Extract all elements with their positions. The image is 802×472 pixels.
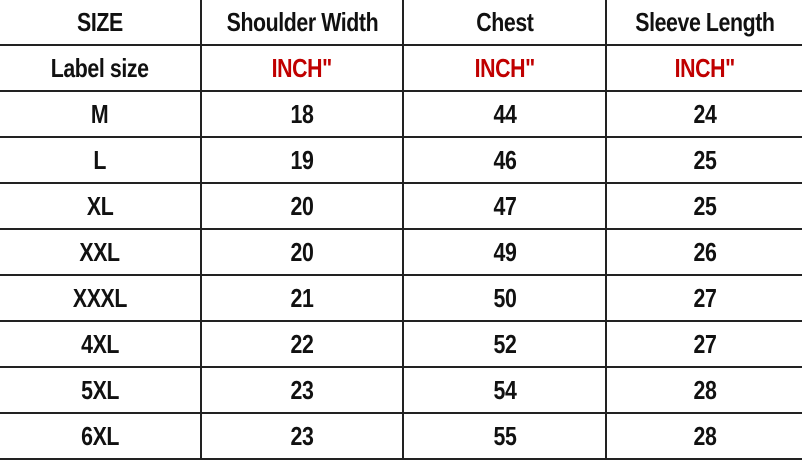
cell: 6XL (0, 412, 202, 460)
cell: 27 (605, 320, 802, 368)
cell: 23 (200, 366, 404, 414)
cell-text: 4XL (81, 328, 119, 359)
cell: XL (0, 182, 202, 230)
size-row: XXXL 21 50 27 (0, 274, 802, 322)
cell: 21 (200, 274, 404, 322)
cell: 22 (200, 320, 404, 368)
header-row: SIZE Shoulder Width Chest Sleeve Length (0, 0, 802, 46)
unit-row: Label size INCH" INCH" INCH" (0, 44, 802, 92)
size-row: XXL 20 49 26 (0, 228, 802, 276)
cell: 18 (200, 90, 404, 138)
cell-text: XL (86, 190, 114, 221)
cell: Label size (0, 44, 202, 92)
cell: INCH" (402, 44, 607, 92)
size-row: 4XL 22 52 27 (0, 320, 802, 368)
cell-text: 28 (693, 374, 716, 405)
cell: XXXL (0, 274, 202, 322)
cell-text: SIZE (77, 6, 123, 37)
size-row: 6XL 23 55 28 (0, 412, 802, 460)
cell-text: XXXL (72, 282, 128, 313)
cell: 44 (402, 90, 607, 138)
cell-text: 44 (493, 98, 516, 129)
cell: INCH" (200, 44, 404, 92)
cell-text: 19 (290, 144, 314, 175)
cell: 55 (402, 412, 607, 460)
cell-text: L (93, 144, 107, 175)
cell-text: 46 (493, 144, 516, 175)
size-row: L 19 46 25 (0, 136, 802, 184)
size-row: M 18 44 24 (0, 90, 802, 138)
cell: Shoulder Width (200, 0, 404, 46)
cell: 49 (402, 228, 607, 276)
cell-text: 28 (693, 420, 716, 451)
cell-text: 47 (493, 190, 516, 221)
cell-text: 27 (693, 282, 716, 313)
size-row: XL 20 47 25 (0, 182, 802, 230)
cell: 54 (402, 366, 607, 414)
cell: 28 (605, 412, 802, 460)
cell: 25 (605, 182, 802, 230)
cell-text: Label size (51, 52, 149, 83)
cell-text: INCH" (271, 52, 333, 83)
cell-text: 26 (693, 236, 716, 267)
cell-text: 25 (693, 190, 716, 221)
cell: L (0, 136, 202, 184)
cell-text: 55 (493, 420, 516, 451)
cell-text: 20 (290, 236, 314, 267)
cell: 27 (605, 274, 802, 322)
cell: SIZE (0, 0, 202, 46)
cell: 25 (605, 136, 802, 184)
cell: 5XL (0, 366, 202, 414)
cell: XXL (0, 228, 202, 276)
cell: 23 (200, 412, 404, 460)
size-table: SIZE Shoulder Width Chest Sleeve Length Labe… (0, 0, 802, 460)
cell: 47 (402, 182, 607, 230)
cell-text: 24 (693, 98, 716, 129)
cell-text: Sleeve Length (634, 6, 775, 37)
cell-text: 20 (290, 190, 314, 221)
cell: 19 (200, 136, 404, 184)
cell-text: 21 (290, 282, 314, 313)
size-row: 5XL 23 54 28 (0, 366, 802, 414)
cell-text: Shoulder Width (226, 6, 378, 37)
cell-text: INCH" (674, 52, 735, 83)
cell: 28 (605, 366, 802, 414)
cell: 52 (402, 320, 607, 368)
cell-text: 52 (493, 328, 516, 359)
cell-text: 49 (493, 236, 516, 267)
cell: Chest (402, 0, 607, 46)
cell: 46 (402, 136, 607, 184)
cell-text: XXL (79, 236, 121, 267)
cell: 26 (605, 228, 802, 276)
cell-text: M (91, 98, 109, 129)
cell: 24 (605, 90, 802, 138)
cell: INCH" (605, 44, 802, 92)
cell: 20 (200, 182, 404, 230)
cell-text: 5XL (81, 374, 119, 405)
cell-text: 23 (290, 374, 314, 405)
cell: M (0, 90, 202, 138)
cell: 50 (402, 274, 607, 322)
cell-text: 22 (290, 328, 314, 359)
cell-text: 23 (290, 420, 314, 451)
cell: 4XL (0, 320, 202, 368)
cell-text: 54 (493, 374, 516, 405)
cell: 20 (200, 228, 404, 276)
cell-text: 25 (693, 144, 716, 175)
cell: Sleeve Length (605, 0, 802, 46)
cell-text: Chest (475, 6, 534, 37)
cell-text: 6XL (81, 420, 119, 451)
cell-text: 50 (493, 282, 516, 313)
cell-text: INCH" (474, 52, 535, 83)
cell-text: 18 (290, 98, 314, 129)
cell-text: 27 (693, 328, 716, 359)
